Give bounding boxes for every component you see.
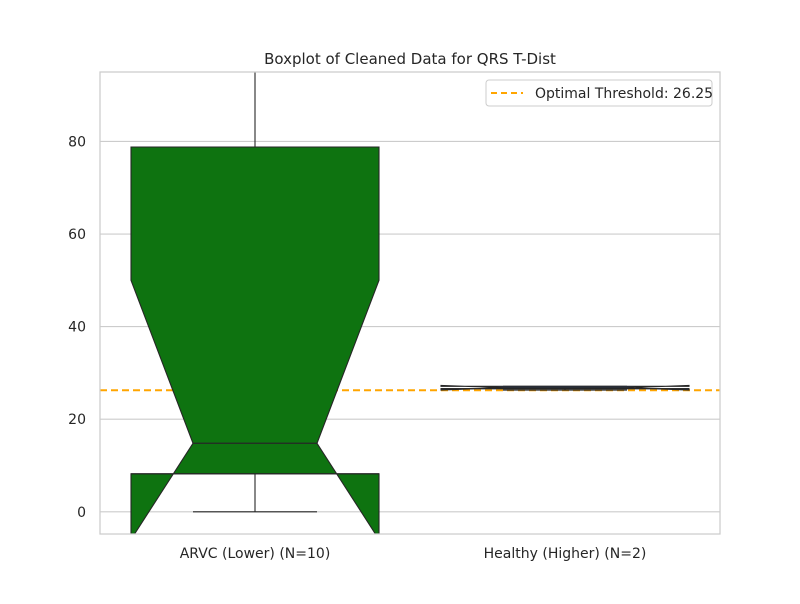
y-tick-label-0: 0 — [77, 505, 86, 521]
y-tick-label-20: 20 — [68, 412, 86, 428]
box-body-0 — [130, 146, 380, 534]
legend: Optimal Threshold: 26.25 — [485, 79, 713, 107]
box-group-0 — [130, 72, 380, 534]
y-tick-label-60: 60 — [68, 227, 86, 243]
box-group-1 — [440, 384, 690, 391]
chart-title: Boxplot of Cleaned Data for QRS T-Dist — [264, 50, 556, 68]
box-layer — [130, 72, 690, 534]
legend-box — [485, 79, 713, 107]
plot-frame — [99, 71, 721, 535]
x-tick-label-1: Healthy (Higher) (N=2) — [484, 546, 647, 562]
legend-threshold-label: Optimal Threshold: 26.25 — [535, 86, 713, 102]
y-tick-label-80: 80 — [68, 134, 86, 150]
x-axis-ticks: ARVC (Lower) (N=10) Healthy (Higher) (N=2… — [180, 546, 647, 562]
y-axis-ticks: 0 20 40 60 80 — [68, 134, 86, 520]
x-tick-label-0: ARVC (Lower) (N=10) — [180, 546, 331, 562]
y-tick-label-40: 40 — [68, 320, 86, 336]
